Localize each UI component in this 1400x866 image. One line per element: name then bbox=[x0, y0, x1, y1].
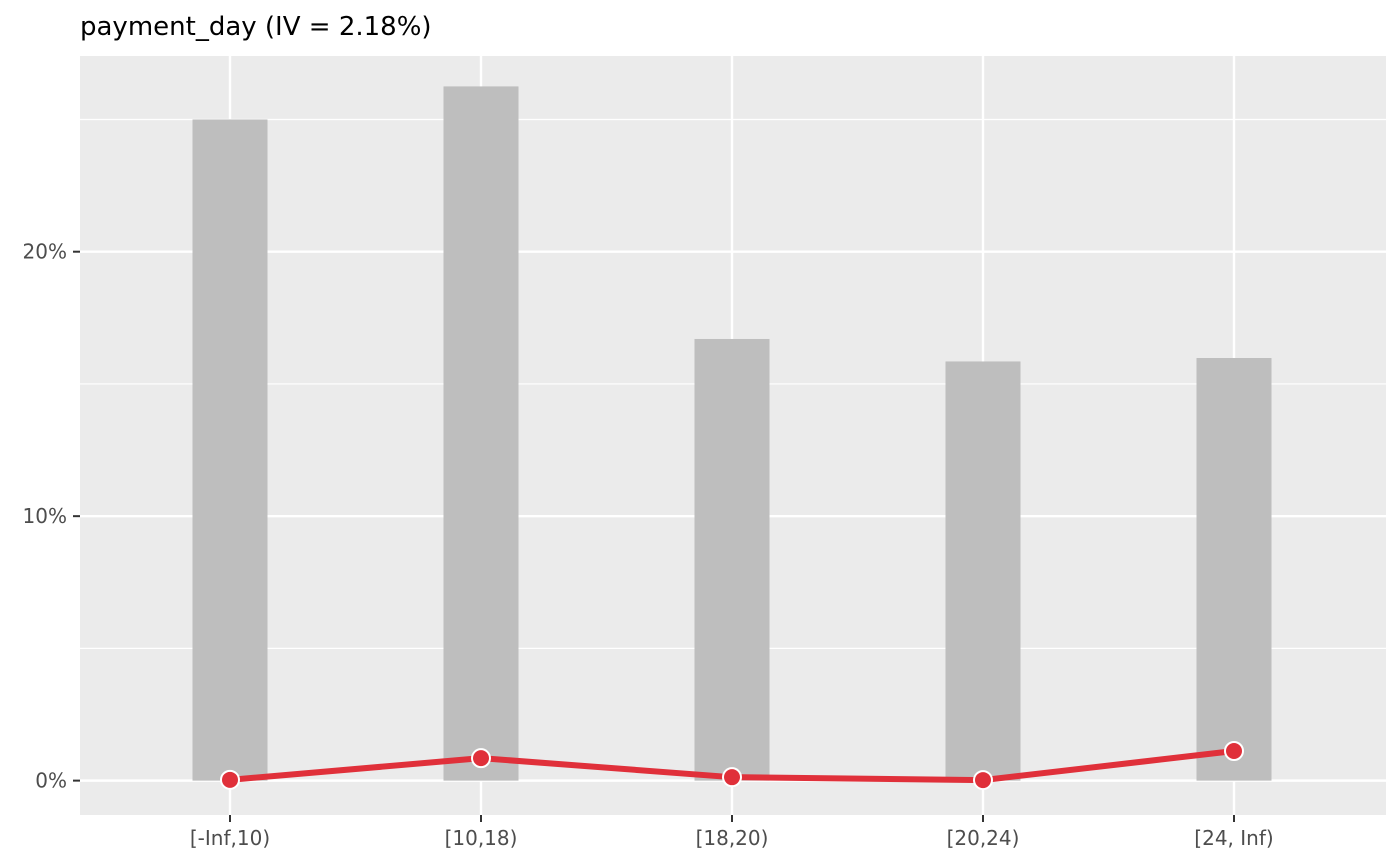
bar-series bbox=[192, 86, 1272, 781]
x-axis: [-Inf,10) [10,18) [18,20) [20,24) [24, Inf) bbox=[190, 815, 1274, 850]
x-tick-label: [-Inf,10) bbox=[190, 826, 270, 850]
x-tick-label: [20,24) bbox=[947, 826, 1020, 850]
bar bbox=[694, 338, 770, 781]
y-axis: 0% 10% 20% bbox=[23, 240, 80, 793]
x-tick-label: [18,20) bbox=[696, 826, 769, 850]
bar bbox=[945, 361, 1021, 781]
data-point bbox=[973, 770, 993, 791]
bar bbox=[443, 86, 519, 781]
data-point bbox=[220, 769, 240, 790]
y-tick-label: 0% bbox=[35, 769, 67, 793]
data-point bbox=[471, 748, 491, 769]
bar bbox=[1196, 358, 1272, 781]
data-point bbox=[722, 767, 742, 788]
x-tick-label: [24, Inf) bbox=[1194, 826, 1273, 850]
bar bbox=[192, 119, 268, 781]
data-point bbox=[1224, 741, 1244, 762]
line-series bbox=[220, 741, 1244, 791]
y-tick-label: 20% bbox=[23, 240, 67, 264]
y-tick-label: 10% bbox=[23, 504, 67, 528]
chart-title: payment_day (IV = 2.18%) bbox=[80, 12, 432, 42]
x-tick-label: [10,18) bbox=[445, 826, 518, 850]
